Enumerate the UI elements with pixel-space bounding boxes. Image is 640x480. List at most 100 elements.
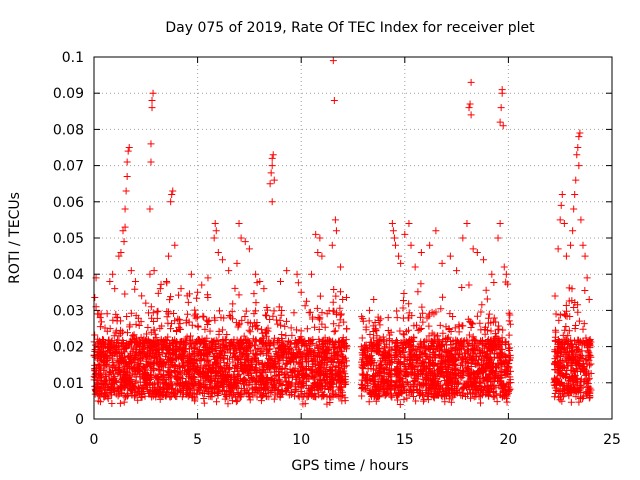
data-point xyxy=(292,326,300,334)
data-point-peak xyxy=(585,296,593,304)
data-point-peak xyxy=(283,267,291,275)
data-point-peak xyxy=(557,201,565,209)
data-point xyxy=(371,318,379,326)
data-point xyxy=(174,373,182,381)
data-point xyxy=(311,323,319,331)
data-point xyxy=(260,334,268,342)
data-point xyxy=(297,362,305,370)
data-point xyxy=(419,309,427,317)
data-point xyxy=(176,363,184,371)
data-point xyxy=(191,345,199,353)
data-point xyxy=(126,323,134,331)
data-point xyxy=(157,363,165,371)
data-point xyxy=(211,314,219,322)
data-point xyxy=(329,307,337,315)
data-point xyxy=(252,307,260,315)
data-point xyxy=(143,379,151,387)
data-point xyxy=(201,343,209,351)
data-point xyxy=(228,373,236,381)
data-point xyxy=(458,322,466,330)
data-point xyxy=(244,337,252,345)
data-point xyxy=(247,365,255,373)
data-point xyxy=(222,390,230,398)
data-point-peak xyxy=(111,285,119,293)
data-point xyxy=(420,395,428,403)
data-point xyxy=(506,320,514,328)
data-point xyxy=(114,336,122,344)
data-point xyxy=(330,328,338,336)
data-point xyxy=(212,380,220,388)
data-point xyxy=(256,337,264,345)
data-point xyxy=(228,392,236,400)
data-point xyxy=(467,324,475,332)
data-point-peak xyxy=(148,104,156,112)
data-point xyxy=(314,343,322,351)
data-point xyxy=(174,345,182,353)
data-point xyxy=(135,321,143,329)
data-point xyxy=(358,392,366,400)
data-point xyxy=(506,311,514,319)
data-point xyxy=(262,351,270,359)
data-point-peak xyxy=(212,227,220,235)
data-point xyxy=(266,345,274,353)
data-point xyxy=(379,350,387,358)
data-point xyxy=(141,363,149,371)
data-point xyxy=(216,307,224,315)
data-point xyxy=(147,303,155,311)
data-point xyxy=(303,347,311,355)
data-point xyxy=(205,361,213,369)
data-point-peak xyxy=(147,140,155,148)
data-point xyxy=(385,370,393,378)
data-point-peak xyxy=(124,147,132,155)
data-point xyxy=(370,365,378,373)
data-point xyxy=(132,334,140,342)
data-point-peak xyxy=(498,86,506,94)
data-point xyxy=(213,349,221,357)
data-point xyxy=(131,379,139,387)
data-point xyxy=(315,368,323,376)
data-point-peak xyxy=(575,133,583,141)
data-point xyxy=(135,348,143,356)
data-point xyxy=(178,370,186,378)
data-point xyxy=(166,346,174,354)
data-point xyxy=(334,362,342,370)
data-point xyxy=(310,374,318,382)
data-point xyxy=(193,362,201,370)
data-point xyxy=(136,353,144,361)
data-point xyxy=(318,320,326,328)
data-point xyxy=(231,345,239,353)
data-point xyxy=(200,394,208,402)
data-point xyxy=(383,383,391,391)
data-point xyxy=(112,344,120,352)
data-point xyxy=(417,280,425,288)
data-point xyxy=(276,380,284,388)
data-point xyxy=(132,320,140,328)
data-point xyxy=(97,318,105,326)
data-point xyxy=(153,308,161,316)
data-point xyxy=(193,294,201,302)
data-point-peak xyxy=(583,274,591,282)
data-point xyxy=(336,393,344,401)
data-point xyxy=(109,349,117,357)
data-point xyxy=(272,371,280,379)
data-point-peak xyxy=(171,241,179,249)
data-point xyxy=(301,302,309,310)
data-point xyxy=(366,360,374,368)
data-point xyxy=(328,371,336,379)
data-point xyxy=(246,379,254,387)
data-point xyxy=(179,364,187,372)
data-point-peak xyxy=(123,172,131,180)
data-point-peak xyxy=(177,285,185,293)
data-point xyxy=(161,338,169,346)
data-point xyxy=(175,316,183,324)
data-point-peak xyxy=(556,216,564,224)
data-point xyxy=(158,322,166,330)
data-point xyxy=(196,345,204,353)
data-point-peak xyxy=(146,270,154,278)
data-point xyxy=(190,377,198,385)
data-point xyxy=(465,281,473,289)
data-point xyxy=(336,375,344,383)
data-point xyxy=(275,386,283,394)
data-point xyxy=(298,353,306,361)
